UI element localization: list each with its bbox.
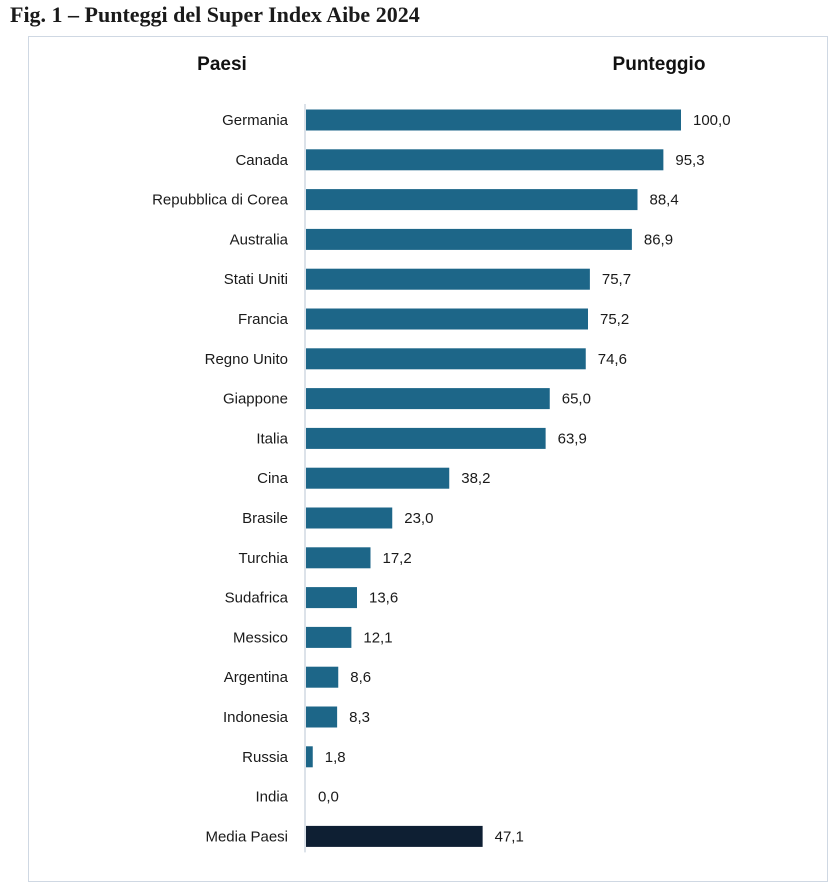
value-label: 1,8 <box>325 749 346 766</box>
bars-group: Germania 100,0 Canada 95,3 Repubblica di Cor… <box>152 109 731 847</box>
value-header: Punteggio <box>613 54 706 75</box>
bar <box>306 666 339 688</box>
category-label: Giappone <box>223 391 288 408</box>
chart-frame: Paesi Punteggio Germania 100,0 Canada 95,3 R… <box>28 36 828 882</box>
category-label: Canada <box>235 152 288 169</box>
bar <box>306 149 664 171</box>
bar <box>306 547 371 569</box>
category-label: Argentina <box>224 669 289 686</box>
bar <box>306 626 352 648</box>
value-label: 75,7 <box>602 271 631 288</box>
value-label: 86,9 <box>644 231 673 248</box>
category-label: Italia <box>256 430 288 447</box>
category-label: Indonesia <box>223 709 289 726</box>
bar <box>306 587 357 609</box>
category-label: Stati Uniti <box>224 271 288 288</box>
category-label: Repubblica di Corea <box>152 192 289 209</box>
category-label: Francia <box>238 311 289 328</box>
bar <box>306 348 586 370</box>
category-label: Germania <box>222 112 289 129</box>
bar-chart: Paesi Punteggio Germania 100,0 Canada 95,3 R… <box>152 54 731 853</box>
value-label: 75,2 <box>600 311 629 328</box>
value-label: 8,3 <box>349 709 370 726</box>
value-label: 65,0 <box>562 391 591 408</box>
bar <box>306 308 588 330</box>
bar <box>306 268 590 290</box>
category-label: Australia <box>230 231 289 248</box>
value-label: 0,0 <box>318 789 339 806</box>
bar <box>306 467 450 489</box>
category-label: India <box>255 789 288 806</box>
value-label: 47,1 <box>495 828 524 845</box>
category-label: Media Paesi <box>205 828 288 845</box>
category-label: Regno Unito <box>205 351 288 368</box>
value-label: 95,3 <box>675 152 704 169</box>
bar <box>306 189 638 211</box>
bar <box>306 109 681 131</box>
category-label: Cina <box>257 470 289 487</box>
value-label: 8,6 <box>350 669 371 686</box>
category-label: Sudafrica <box>225 590 289 607</box>
value-label: 88,4 <box>650 192 679 209</box>
value-label: 13,6 <box>369 590 398 607</box>
value-label: 38,2 <box>461 470 490 487</box>
bar <box>306 427 546 449</box>
bar <box>306 228 632 250</box>
value-label: 17,2 <box>383 550 412 567</box>
category-label: Russia <box>242 749 289 766</box>
value-label: 100,0 <box>693 112 731 129</box>
value-label: 23,0 <box>404 510 433 527</box>
category-label: Turchia <box>239 550 289 567</box>
bar <box>306 706 338 728</box>
category-label: Brasile <box>242 510 288 527</box>
bar <box>306 746 313 768</box>
figure-title: Fig. 1 – Punteggi del Super Index Aibe 2… <box>10 2 420 27</box>
value-label: 74,6 <box>598 351 627 368</box>
value-label: 63,9 <box>558 430 587 447</box>
value-label: 12,1 <box>363 629 392 646</box>
category-label: Messico <box>233 629 288 646</box>
bar <box>306 388 550 410</box>
bar <box>306 825 483 847</box>
category-header: Paesi <box>197 54 247 75</box>
bar <box>306 507 393 529</box>
